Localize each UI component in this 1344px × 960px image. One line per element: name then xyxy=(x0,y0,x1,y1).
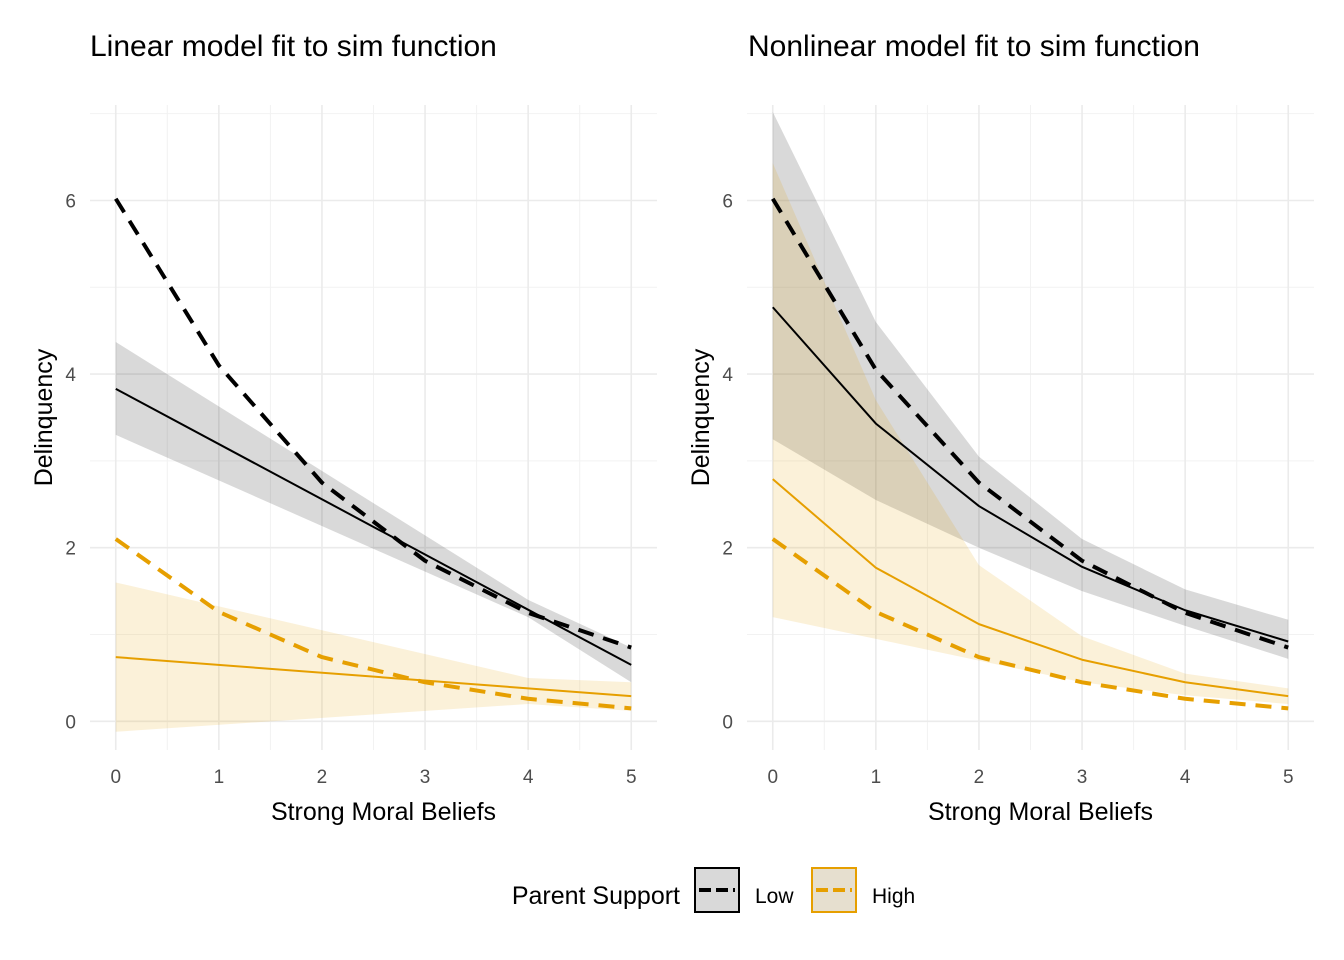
x-tick-label: 3 xyxy=(420,767,431,788)
legend-title: Parent Support xyxy=(512,882,680,910)
legend-label-low: Low xyxy=(755,885,794,908)
confidence-ribbon-low xyxy=(772,111,1289,659)
y-tick-label: 4 xyxy=(722,365,733,386)
x-axis-title: Strong Moral Beliefs xyxy=(928,798,1153,826)
confidence-ribbon-low xyxy=(115,341,632,683)
legend-key-low xyxy=(694,867,740,913)
y-axis-title: Delinquency xyxy=(30,348,58,486)
y-tick-label: 2 xyxy=(65,539,76,560)
y-axis-title: Delinquency xyxy=(687,348,715,486)
x-tick-label: 3 xyxy=(1077,767,1088,788)
model-fit-line-low xyxy=(772,306,1289,643)
y-tick-label: 2 xyxy=(722,539,733,560)
model-fit-line-high xyxy=(772,478,1289,698)
panel-title: Linear model fit to sim function xyxy=(90,30,497,63)
sim-function-line-low xyxy=(771,197,1289,650)
legend-key-high xyxy=(811,867,857,913)
y-tick-label: 0 xyxy=(722,712,733,733)
x-tick-label: 4 xyxy=(1180,767,1191,788)
left-panel: 0 1 2 3 4 5 0 2 4 6 Linear model fit to sim functi… xyxy=(30,30,657,826)
right-panel: 0 1 2 3 4 5 0 2 4 6 Nonlinear model fit to sim fun… xyxy=(687,30,1314,826)
sim-function-line-high xyxy=(771,537,1289,711)
panel-title: Nonlinear model fit to sim function xyxy=(748,30,1200,63)
y-tick-label: 0 xyxy=(65,712,76,733)
x-axis-title: Strong Moral Beliefs xyxy=(271,798,496,826)
x-tick-label: 0 xyxy=(767,767,778,788)
legend: Parent Support Low High xyxy=(512,867,915,913)
y-tick-label: 6 xyxy=(722,191,733,212)
x-tick-label: 2 xyxy=(317,767,328,788)
model-fit-line-high xyxy=(115,656,632,698)
sim-function-line-high xyxy=(114,537,632,711)
y-tick-label: 6 xyxy=(65,191,76,212)
y-tick-label: 4 xyxy=(65,365,76,386)
x-tick-label: 1 xyxy=(871,767,882,788)
x-tick-label: 5 xyxy=(626,767,637,788)
sim-function-line-low xyxy=(114,197,632,650)
x-tick-label: 4 xyxy=(523,767,534,788)
model-fit-line-low xyxy=(115,387,632,666)
x-tick-label: 0 xyxy=(110,767,121,788)
x-tick-label: 5 xyxy=(1283,767,1294,788)
x-tick-label: 2 xyxy=(974,767,985,788)
x-tick-label: 1 xyxy=(214,767,225,788)
confidence-ribbon-high xyxy=(772,163,1289,704)
legend-label-high: High xyxy=(872,885,915,908)
